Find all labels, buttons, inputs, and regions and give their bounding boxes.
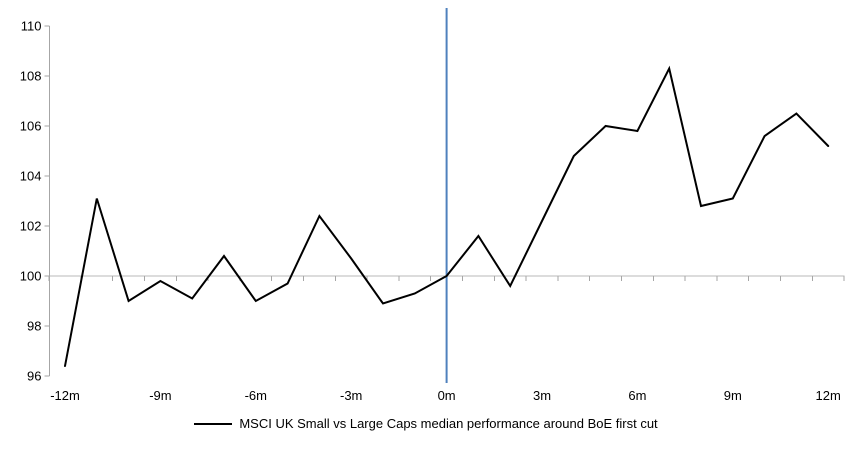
y-tick-label: 106 <box>20 119 42 134</box>
y-tick-label: 108 <box>20 69 42 84</box>
x-tick-label: -3m <box>340 388 362 403</box>
y-tick-label: 96 <box>27 369 41 384</box>
y-tick-label: 100 <box>20 269 42 284</box>
x-tick-label: 6m <box>628 388 646 403</box>
y-tick-label: 110 <box>21 19 42 34</box>
x-tick-label: 12m <box>816 388 841 403</box>
y-tick-label: 104 <box>20 169 42 184</box>
x-tick-label: -12m <box>50 388 80 403</box>
y-tick-label: 98 <box>27 319 41 334</box>
series-line <box>64 65 830 367</box>
x-tick-label: 9m <box>724 388 742 403</box>
legend-line-marker <box>194 422 233 425</box>
x-tick-label: -6m <box>245 388 267 403</box>
legend: MSCI UK Small vs Large Caps median perfo… <box>0 416 852 431</box>
x-tick-label: 3m <box>533 388 551 403</box>
x-tick-label: -9m <box>149 388 171 403</box>
x-tick-label: 0m <box>438 388 456 403</box>
y-tick-label: 102 <box>20 219 42 234</box>
legend-label: MSCI UK Small vs Large Caps median perfo… <box>239 416 658 431</box>
